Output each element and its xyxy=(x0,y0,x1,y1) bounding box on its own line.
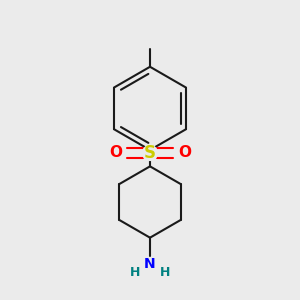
Text: S: S xyxy=(144,144,156,162)
Text: H: H xyxy=(130,266,140,279)
Text: O: O xyxy=(109,146,122,160)
Text: N: N xyxy=(144,257,156,271)
Text: H: H xyxy=(160,266,170,279)
Circle shape xyxy=(142,146,158,160)
Text: O: O xyxy=(178,146,191,160)
